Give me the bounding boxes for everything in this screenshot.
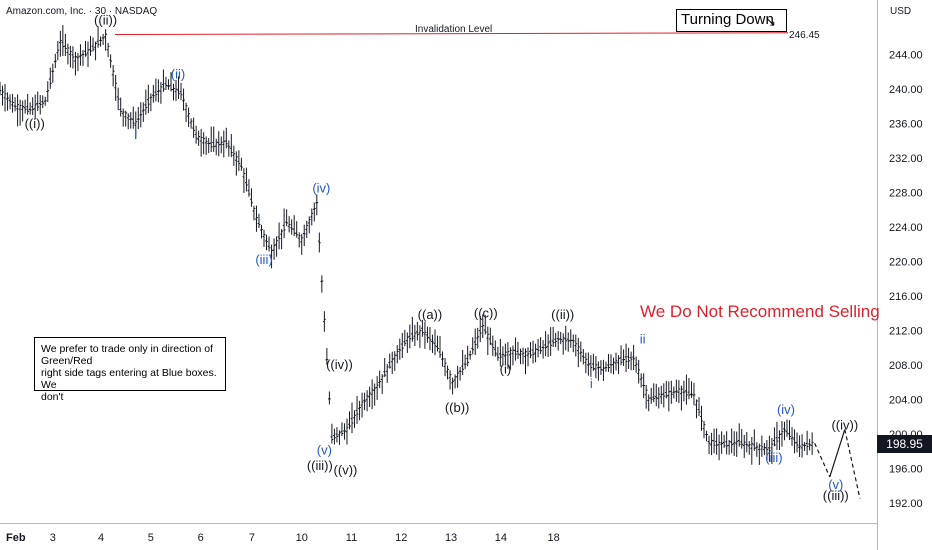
price-axis: 244.00 240.00 236.00 232.00 228.00 224.00 220.…: [889, 49, 923, 509]
note-line: right side tags entering at Blue boxes. …: [41, 367, 217, 391]
x-tick-label: 5: [148, 532, 154, 544]
wave-label: (v): [828, 477, 843, 492]
wave-label: ((iii)): [307, 458, 333, 473]
x-tick-label: 18: [548, 532, 560, 544]
x-tick-label: 7: [249, 532, 255, 544]
y-tick-label: 216.00: [889, 291, 923, 303]
note-line: Green/Red: [41, 355, 93, 367]
y-tick-label: 192.00: [889, 498, 923, 510]
last-price-tag: 198.95: [877, 435, 932, 453]
projection-series: [814, 429, 861, 499]
currency-button[interactable]: USD: [890, 6, 912, 17]
wave-label: (ii): [171, 67, 185, 82]
warning-text: We Do Not Recommend Selling: [640, 302, 880, 321]
arrow-down-right-icon: ↘: [765, 14, 776, 29]
wave-label: (v): [317, 442, 332, 457]
x-tick-label: 3: [50, 532, 56, 544]
wave-label: (iv): [312, 180, 330, 195]
y-tick-label: 228.00: [889, 187, 923, 199]
wave-label: i: [590, 376, 593, 391]
wave-label: i: [134, 124, 137, 139]
turning-down-label: Turning Down: [681, 11, 774, 28]
wave-label: (iii): [255, 252, 272, 267]
wave-label: ii: [640, 331, 646, 346]
x-tick-label: 10: [296, 532, 308, 544]
wave-label: ((ii)): [94, 12, 117, 27]
invalidation-label: Invalidation Level: [415, 24, 492, 35]
x-tick-label: 12: [395, 532, 407, 544]
x-tick-label: 13: [445, 532, 457, 544]
time-axis: Feb 3 4 5 6 7 10 11 12 13 14 18: [6, 532, 560, 544]
x-tick-label: 6: [198, 532, 204, 544]
y-tick-label: 224.00: [889, 222, 923, 234]
wave-label: (iv): [777, 402, 795, 417]
wave-label: ((a)): [418, 307, 443, 322]
price-series: [0, 24, 814, 465]
note-line: We prefer to trade only in direction of: [41, 343, 213, 355]
x-tick-label: 4: [98, 532, 104, 544]
chart-title: Amazon.com, Inc. · 30 · NASDAQ: [6, 6, 158, 17]
wave-labels: ((i))((ii))i(ii)(iii)(iv)(v)((iii))((iv)…: [25, 12, 859, 503]
y-tick-label: 196.00: [889, 463, 923, 475]
y-tick-label: 236.00: [889, 118, 923, 130]
invalidation-line: [114, 32, 789, 35]
wave-label: ((ii)): [551, 307, 574, 322]
x-tick-label: 14: [495, 532, 507, 544]
wave-label: ((i)): [25, 116, 45, 131]
y-tick-label: 212.00: [889, 325, 923, 337]
wave-label: ((b)): [445, 400, 470, 415]
y-tick-label: 232.00: [889, 153, 923, 165]
y-tick-label: 240.00: [889, 84, 923, 96]
trading-note: We prefer to trade only in direction of …: [34, 337, 226, 403]
wave-label: (i): [500, 361, 512, 376]
projection-segment: [844, 429, 861, 499]
wave-label: ((iv)): [831, 417, 858, 432]
x-tick-label: Feb: [6, 532, 26, 544]
wave-label: ((c)): [474, 305, 498, 320]
y-tick-label: 208.00: [889, 360, 923, 372]
wave-label: ((v)): [334, 462, 358, 477]
x-tick-label: 11: [346, 532, 357, 544]
projection-segment: [814, 443, 831, 478]
note-line: don't: [41, 391, 64, 403]
wave-label: (iii): [765, 450, 782, 465]
y-tick-label: 204.00: [889, 394, 923, 406]
y-tick-label: 220.00: [889, 256, 923, 268]
y-tick-label: 244.00: [889, 49, 923, 61]
wave-label: ((iv)): [326, 357, 353, 372]
turning-down-box: Turning Down ↘: [676, 9, 787, 32]
invalidation-value: 246.45: [789, 30, 820, 41]
projection-segment: [829, 429, 846, 478]
wave-label: ((iii)): [823, 488, 849, 503]
